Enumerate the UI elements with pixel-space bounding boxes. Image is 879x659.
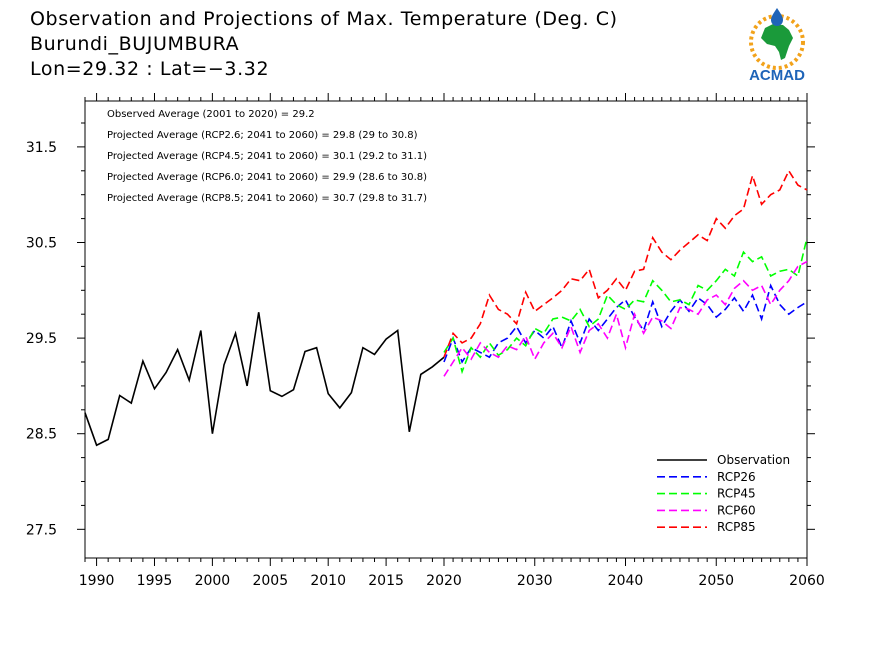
- water-drop-icon: [771, 8, 783, 26]
- coordinates-label: Lon=29.32 : Lat=−3.32: [30, 58, 270, 80]
- summary-annotation: Projected Average (RCP2.6; 2041 to 2060)…: [107, 130, 418, 141]
- legend-label-rcp45: RCP45: [717, 487, 756, 501]
- x-tick-label: 2020: [426, 573, 462, 589]
- acmad-logo: ACMAD: [749, 8, 805, 84]
- x-tick-label: 2005: [252, 573, 288, 589]
- chart-title: Observation and Projections of Max. Temp…: [30, 8, 618, 30]
- series-line-rcp45: [443, 237, 808, 375]
- legend-label-rcp60: RCP60: [717, 503, 756, 517]
- series-line-observation: [84, 312, 445, 447]
- logo-text: ACMAD: [749, 67, 805, 84]
- y-tick-label: 28.5: [26, 427, 57, 443]
- legend-label-rcp26: RCP26: [717, 470, 756, 484]
- x-tick-label: 2010: [310, 573, 346, 589]
- legend-label-rcp85: RCP85: [717, 520, 756, 534]
- y-tick-label: 29.5: [26, 331, 57, 347]
- legend-label-observation: Observation: [717, 453, 790, 467]
- summary-annotation: Projected Average (RCP4.5; 2041 to 2060)…: [107, 151, 427, 162]
- x-tick-label: 2050: [698, 573, 734, 589]
- x-tick-label: 2030: [517, 573, 553, 589]
- x-tick-label: 1990: [79, 573, 115, 589]
- summary-annotation: Projected Average (RCP8.5; 2041 to 2060)…: [107, 193, 427, 204]
- y-tick-label: 27.5: [26, 522, 57, 538]
- x-tick-label: 1995: [137, 573, 173, 589]
- series-line-rcp85: [443, 169, 808, 358]
- africa-map-icon: [761, 24, 793, 60]
- x-tick-label: 2060: [789, 573, 825, 589]
- y-tick-label: 30.5: [26, 235, 57, 251]
- x-tick-label: 2000: [195, 573, 231, 589]
- x-tick-label: 2015: [368, 573, 404, 589]
- series-line-rcp60: [443, 260, 808, 377]
- x-tick-label: 2040: [608, 573, 644, 589]
- plot-area-frame: [84, 100, 808, 559]
- y-tick-label: 31.5: [26, 140, 57, 156]
- summary-annotation: Projected Average (RCP6.0; 2041 to 2060)…: [107, 172, 427, 183]
- summary-annotation: Observed Average (2001 to 2020) = 29.2: [107, 109, 315, 120]
- series-line-rcp26: [443, 283, 808, 364]
- location-label: Burundi_BUJUMBURA: [30, 33, 240, 55]
